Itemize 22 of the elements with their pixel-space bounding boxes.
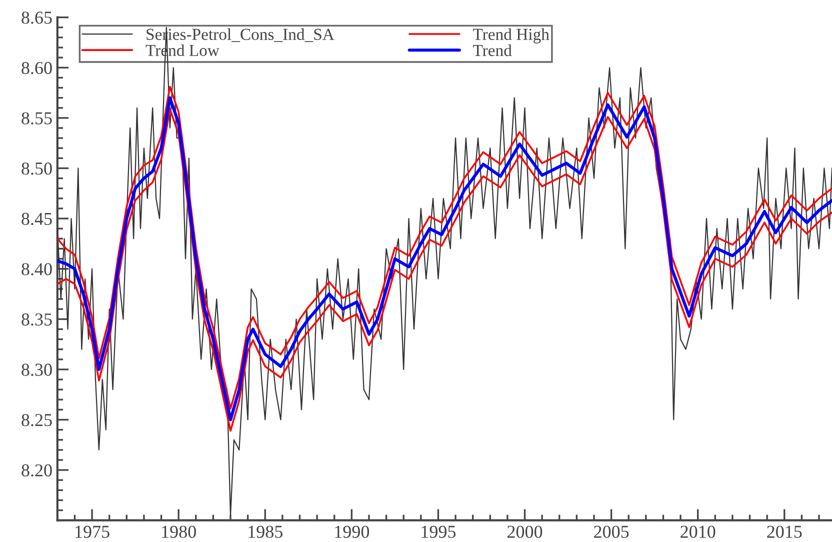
- y-tick-label: 8.65: [22, 12, 52, 24]
- y-tick-label: 8.35: [22, 313, 52, 326]
- x-tick-label: 2010: [680, 526, 716, 538]
- legend-label: Trend High: [473, 28, 550, 44]
- y-tick-label: 8.55: [22, 112, 52, 124]
- legend-label: Trend: [473, 44, 512, 56]
- x-tick-label: 1980: [162, 526, 196, 538]
- y-tick-label: 8.30: [22, 364, 52, 376]
- x-tick-label: 2015: [767, 526, 802, 538]
- x-tick-label: 2000: [507, 526, 542, 538]
- x-tick-label: 1985: [248, 526, 282, 538]
- y-tick-label: 8.60: [22, 62, 52, 74]
- y-tick-label: 8.50: [22, 162, 52, 175]
- x-tick-label: 1975: [76, 526, 110, 538]
- y-tick-label: 8.40: [22, 263, 52, 276]
- x-tick-label: 1990: [335, 526, 370, 538]
- y-tick-label: 8.45: [22, 212, 52, 226]
- line-series: [57, 26, 832, 516]
- x-tick-label: 2005: [594, 526, 629, 538]
- y-tick-label: 8.20: [22, 464, 52, 477]
- x-tick-label: 1995: [422, 526, 456, 538]
- y-tick-label: 8.25: [22, 414, 52, 426]
